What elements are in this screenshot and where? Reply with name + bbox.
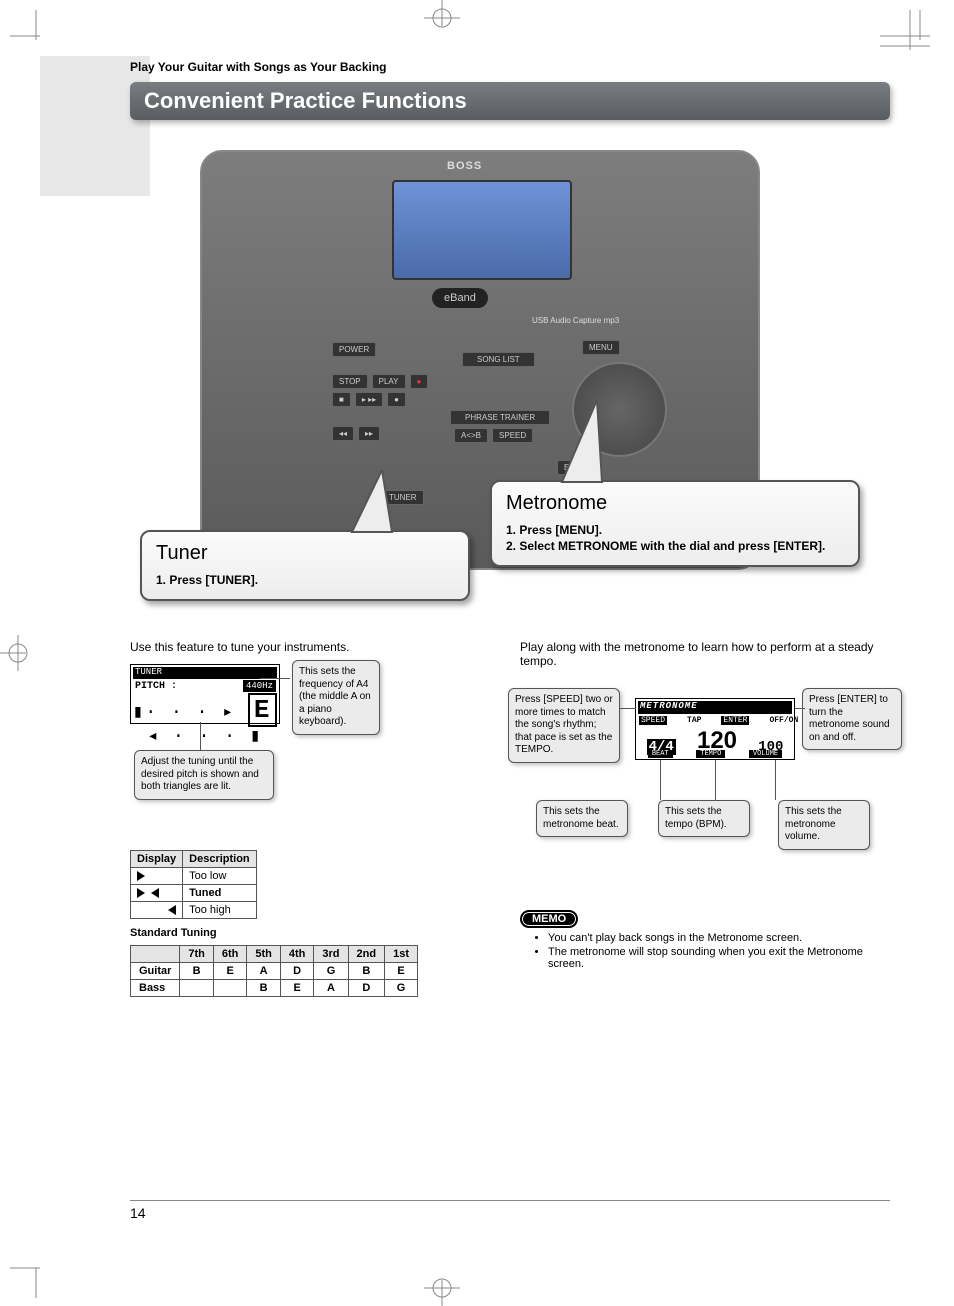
power-button: POWER bbox=[332, 342, 376, 357]
table-row: Too high bbox=[131, 902, 257, 919]
tuning-title: Standard Tuning bbox=[130, 927, 500, 939]
speed-button: SPEED bbox=[492, 428, 533, 443]
stop-button: STOP bbox=[332, 374, 368, 389]
callout-enter: Press [ENTER] to turn the metronome soun… bbox=[802, 688, 902, 750]
metronome-step: 2. Select METRONOME with the dial and pr… bbox=[520, 539, 844, 553]
tuner-intro: Use this feature to tune your instrument… bbox=[130, 640, 500, 654]
callout-frequency: This sets the frequency of A4 (the middl… bbox=[292, 660, 380, 735]
metronome-intro: Play along with the metronome to learn h… bbox=[520, 640, 890, 668]
display-table: DisplayDescription Too low Tuned Too hig… bbox=[130, 850, 257, 919]
tuner-column: Use this feature to tune your instrument… bbox=[130, 640, 500, 997]
callout-adjust: Adjust the tuning until the desired pitc… bbox=[134, 750, 274, 800]
callout-beat: This sets the metronome beat. bbox=[536, 800, 628, 837]
metronome-lcd: METRONOME SPEED TAP ENTER OFF/ON 4/4 120… bbox=[635, 698, 795, 760]
play-button: PLAY bbox=[372, 374, 406, 389]
page-number: 14 bbox=[130, 1200, 890, 1221]
table-row: Too low bbox=[131, 868, 257, 885]
phrase-button: PHRASE TRAINER bbox=[450, 410, 550, 425]
songlist-button: SONG LIST bbox=[462, 352, 535, 367]
metronome-heading: Metronome bbox=[506, 492, 844, 515]
tuner-box: Tuner 1. Press [TUNER]. bbox=[140, 530, 470, 601]
memo-badge: MEMO bbox=[520, 910, 578, 928]
tuner-heading: Tuner bbox=[156, 542, 454, 565]
tuner-lcd: TUNER PITCH : 440Hz ▮· · · ▸ E ◂ · · · ▮ bbox=[130, 664, 280, 724]
ab-button: A<>B bbox=[454, 428, 488, 443]
list-item: The metronome will stop sounding when yo… bbox=[548, 946, 890, 970]
table-row: Bass B E A D G bbox=[131, 980, 418, 997]
list-item: You can't play back songs in the Metrono… bbox=[548, 932, 890, 944]
device-screen bbox=[392, 180, 572, 280]
metronome-column: Play along with the metronome to learn h… bbox=[520, 640, 890, 997]
device-badge: eBand bbox=[432, 288, 488, 308]
menu-button: MENU bbox=[582, 340, 620, 355]
table-row: Tuned bbox=[131, 885, 257, 902]
metronome-box: Metronome 1. Press [MENU]. 2. Select MET… bbox=[490, 480, 860, 567]
tuner-step: 1. Press [TUNER]. bbox=[170, 573, 454, 587]
device-logo: BOSS bbox=[447, 160, 482, 172]
metronome-step: 1. Press [MENU]. bbox=[520, 523, 844, 537]
callout-speed: Press [SPEED] two or more times to match… bbox=[508, 688, 620, 763]
callout-tempo: This sets the tempo (BPM). bbox=[658, 800, 750, 837]
table-row: Guitar B E A D G B E bbox=[131, 963, 418, 980]
usb-label: USB Audio Capture mp3 bbox=[532, 316, 619, 325]
memo-list: You can't play back songs in the Metrono… bbox=[548, 932, 890, 970]
tuning-table: 7th 6th 5th 4th 3rd 2nd 1st Guitar B E A… bbox=[130, 945, 418, 997]
section-title: Convenient Practice Functions bbox=[130, 82, 890, 120]
breadcrumb: Play Your Guitar with Songs as Your Back… bbox=[130, 60, 900, 74]
callout-volume: This sets the metronome volume. bbox=[778, 800, 870, 850]
